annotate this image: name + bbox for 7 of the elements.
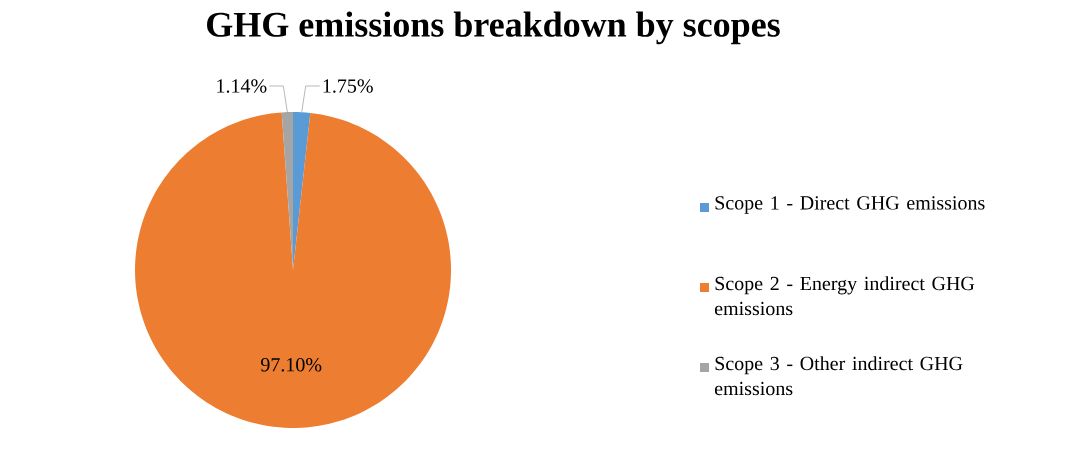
data-label: 97.10% — [261, 357, 322, 372]
chart-title: GHG emissions breakdown by scopes — [207, 11, 780, 45]
legend-label: Scope 1 - Direct GHG emissions — [715, 196, 985, 214]
legend-label: Scope 3 - Other indirect GHG emissions — [714, 356, 963, 396]
legend-label: Scope 2 - Energy indirect GHG emissions — [714, 276, 975, 316]
data-label: 1.75% — [323, 79, 373, 93]
data-label: 1.14% — [217, 79, 267, 93]
